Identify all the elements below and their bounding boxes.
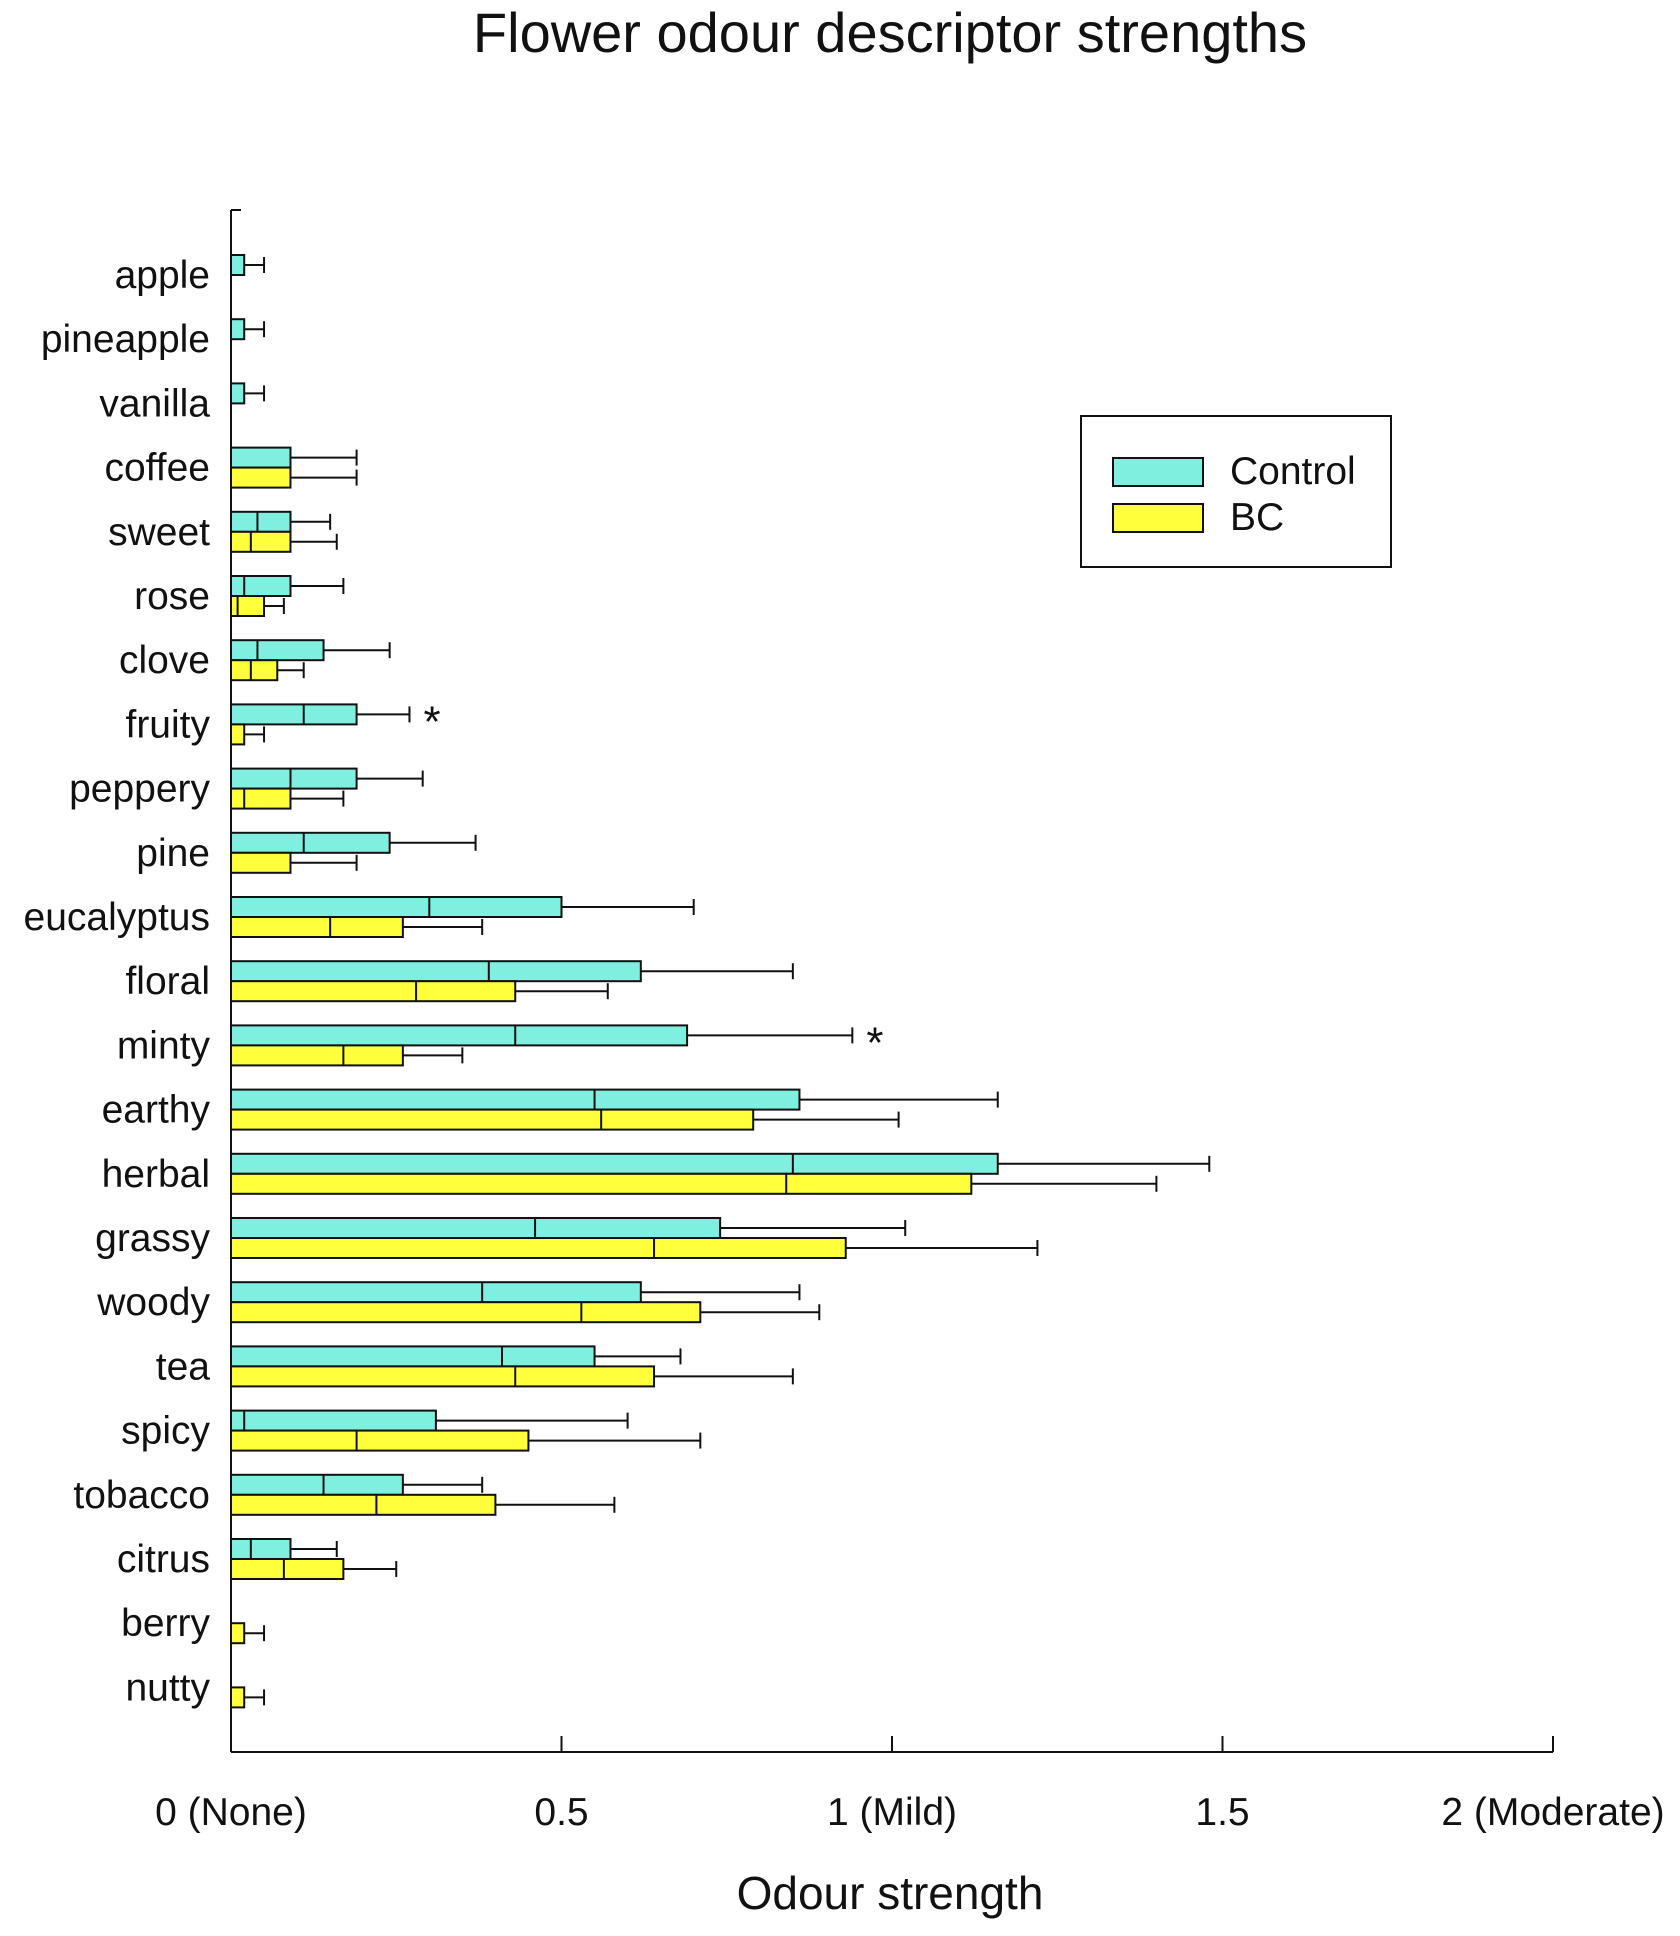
category-label-tea: tea — [156, 1345, 211, 1388]
bar-bc-clove — [230, 659, 279, 682]
bar-bc-coffee — [230, 466, 292, 489]
bar-control-spicy — [230, 1409, 437, 1432]
category-label-eucalyptus: eucalyptus — [24, 896, 210, 939]
bar-control-coffee — [230, 446, 292, 469]
legend-swatch-bc — [1112, 503, 1204, 533]
bar-bc-sweet — [230, 530, 292, 553]
bar-bc-minty — [230, 1044, 404, 1067]
bar-control-tea — [230, 1345, 596, 1368]
category-label-clove: clove — [119, 639, 210, 682]
chart-title: Flower odour descriptor strengths — [472, 1, 1308, 64]
category-label-tobacco: tobacco — [73, 1474, 210, 1517]
legend-label-control: Control — [1230, 450, 1356, 493]
axes-layer — [230, 209, 1554, 1753]
category-label-citrus: citrus — [117, 1538, 210, 1581]
bar-control-fruity — [230, 703, 358, 726]
bar-bc-woody — [230, 1301, 702, 1324]
bar-control-herbal — [230, 1152, 999, 1175]
bar-control-earthy — [230, 1088, 801, 1111]
bar-control-peppery — [230, 767, 358, 790]
category-label-vanilla: vanilla — [99, 382, 210, 425]
x-tick-label-0-5: 0.5 — [534, 1791, 588, 1834]
legend-item-bc: BC — [1112, 496, 1284, 539]
bar-bc-grassy — [230, 1237, 847, 1259]
bar-bc-eucalyptus — [230, 916, 404, 938]
bar-bc-tea — [230, 1365, 656, 1388]
legend-swatch-control — [1112, 457, 1204, 487]
category-label-fruity: fruity — [125, 703, 210, 746]
bar-bc-rose — [230, 595, 266, 617]
bar-control-woody — [230, 1281, 642, 1304]
labels-layer: apple pineapple vanilla coffee sweet rose clov… — [24, 254, 1665, 1834]
bar-control-rose — [230, 575, 292, 597]
x-tick-label-0: 0 (None) — [155, 1791, 307, 1834]
x-tick-label-1-5: 1.5 — [1195, 1791, 1249, 1834]
category-label-woody: woody — [96, 1281, 210, 1324]
category-label-earthy: earthy — [102, 1089, 211, 1132]
bar-control-citrus — [230, 1538, 292, 1560]
significance-marker-minty: * — [866, 1018, 883, 1067]
bar-bc-earthy — [230, 1108, 755, 1131]
category-label-pineapple: pineapple — [41, 318, 210, 361]
x-tick-label-1: 1 (Mild) — [827, 1791, 957, 1834]
bar-bc-floral — [230, 980, 517, 1003]
category-label-berry: berry — [121, 1602, 210, 1645]
bar-control-eucalyptus — [230, 896, 563, 918]
bar-bc-spicy — [230, 1429, 530, 1452]
x-axis-label: Odour strength — [736, 1867, 1044, 1919]
bar-control-vanilla — [230, 382, 246, 405]
legend-item-control: Control — [1112, 450, 1356, 493]
bar-control-pineapple — [230, 318, 246, 341]
legend: Control BC — [1080, 415, 1392, 568]
category-label-herbal: herbal — [102, 1153, 210, 1196]
bar-control-pine — [230, 831, 391, 854]
category-label-pine: pine — [136, 832, 210, 875]
category-label-apple: apple — [115, 254, 210, 297]
bar-control-sweet — [230, 510, 292, 533]
bar-bc-tobacco — [230, 1493, 497, 1516]
bar-bc-fruity — [230, 723, 246, 746]
legend-label-bc: BC — [1230, 496, 1285, 539]
bar-bc-peppery — [230, 787, 292, 810]
category-label-coffee: coffee — [104, 447, 210, 490]
bar-control-floral — [230, 960, 642, 983]
bar-control-grassy — [230, 1217, 722, 1239]
bars-layer — [230, 254, 1211, 1709]
category-label-nutty: nutty — [125, 1666, 210, 1709]
category-label-floral: floral — [125, 960, 210, 1003]
category-label-rose: rose — [134, 575, 210, 618]
category-label-peppery: peppery — [69, 768, 210, 811]
category-label-spicy: spicy — [121, 1410, 210, 1453]
bar-control-minty — [230, 1024, 689, 1047]
category-label-minty: minty — [117, 1024, 211, 1067]
bar-bc-pine — [230, 851, 292, 874]
bar-bc-berry — [230, 1622, 246, 1645]
bar-control-clove — [230, 639, 325, 662]
bar-control-tobacco — [230, 1473, 404, 1496]
significance-marker-fruity: * — [423, 697, 440, 746]
x-tick-label-2: 2 (Moderate) — [1441, 1791, 1664, 1834]
category-label-sweet: sweet — [108, 511, 210, 554]
bar-bc-herbal — [230, 1172, 973, 1195]
bar-control-apple — [230, 254, 246, 276]
category-label-grassy: grassy — [95, 1217, 210, 1260]
bar-bc-nutty — [230, 1686, 246, 1709]
bar-bc-citrus — [230, 1558, 345, 1580]
